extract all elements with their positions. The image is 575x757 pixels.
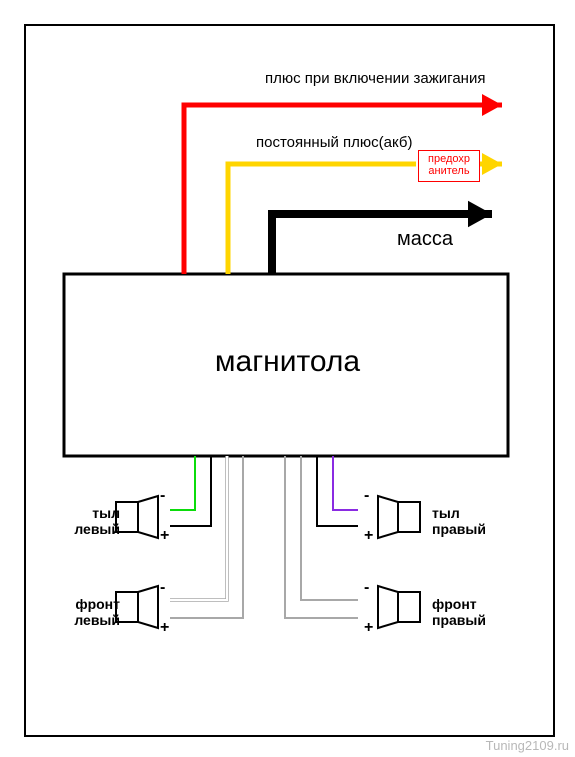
label-front-left: фронт левый	[60, 596, 120, 628]
label-front-right: фронт правый	[432, 596, 492, 628]
label-rear-right: тыл правый	[432, 505, 492, 537]
watermark: Tuning2109.ru	[486, 738, 569, 753]
label-ground: масса	[397, 228, 453, 251]
svg-text:+: +	[160, 619, 169, 636]
fuse-label: предохр анитель	[419, 154, 479, 177]
svg-text:+: +	[364, 619, 373, 636]
svg-text:+: +	[160, 527, 169, 544]
svg-text:-: -	[160, 487, 165, 504]
svg-text:-: -	[160, 579, 165, 596]
diagram-canvas: - + - + - + - + плюс при включении зажигания по…	[0, 0, 575, 757]
label-battery-plus: постоянный плюс(акб)	[256, 134, 412, 151]
fuse-box: предохр анитель	[418, 150, 480, 182]
svg-text:-: -	[364, 487, 369, 504]
head-unit-label: магнитола	[0, 345, 575, 379]
svg-text:-: -	[364, 579, 369, 596]
label-ignition-plus: плюс при включении зажигания	[265, 70, 485, 87]
svg-text:+: +	[364, 527, 373, 544]
label-rear-left: тыл левый	[60, 505, 120, 537]
